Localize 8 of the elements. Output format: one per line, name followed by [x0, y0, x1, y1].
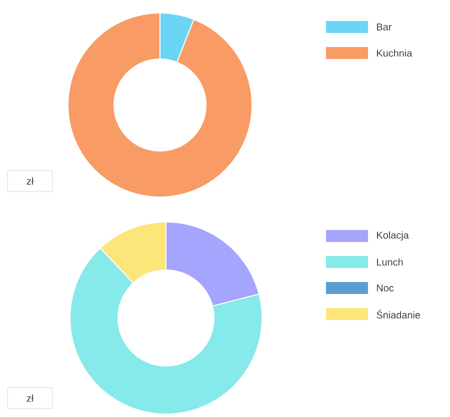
legend-label: Kuchnia [377, 49, 412, 57]
text: zł [26, 177, 34, 185]
legend-label: Noc [377, 284, 394, 292]
legend-label: Kolacja [377, 231, 409, 241]
legend-label: Bar [377, 24, 392, 30]
legend-label: Lunch [377, 258, 403, 266]
text: zł [26, 394, 34, 402]
legend-label: Śniadanie [376, 309, 420, 319]
